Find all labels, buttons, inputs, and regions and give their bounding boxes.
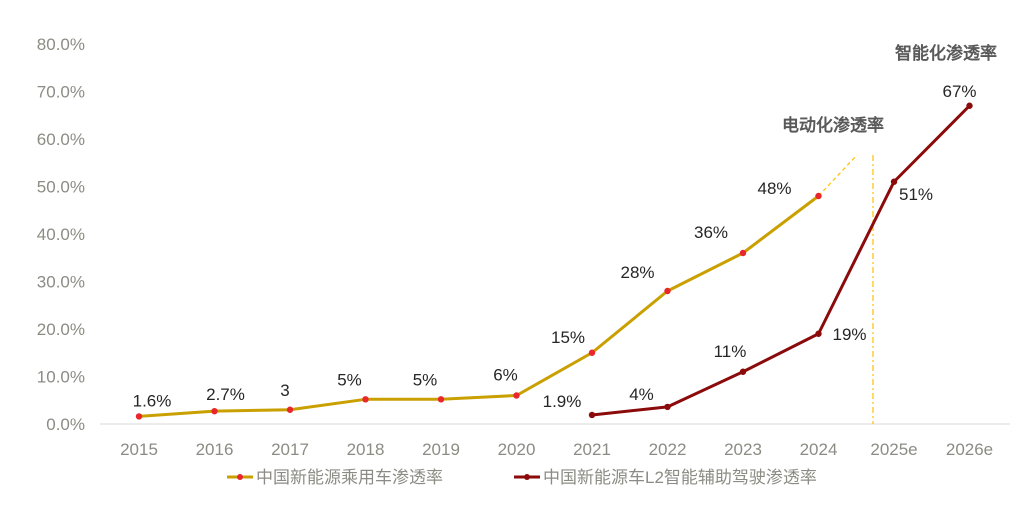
x-tick-label: 2021 <box>573 440 611 459</box>
data-point-0 <box>437 396 445 403</box>
data-label: 2.7% <box>206 385 245 404</box>
legend-label-nev: 中国新能源乘用车渗透率 <box>256 468 443 487</box>
x-tick-label: 2024 <box>800 440 838 459</box>
data-label: 1.6% <box>133 391 172 410</box>
data-point-0 <box>362 396 369 403</box>
x-tick-label: 2016 <box>196 440 234 459</box>
data-label: 36% <box>694 223 728 242</box>
legend-label-l2: 中国新能源车L2智能辅助驾驶渗透率 <box>543 468 817 487</box>
data-label: 5% <box>337 370 362 389</box>
series-line-1 <box>591 104 971 417</box>
annotation-electrification: 电动化渗透率 <box>782 115 884 135</box>
x-tick-label: 2025e <box>870 440 917 459</box>
data-label: 11% <box>714 342 747 361</box>
data-point-0 <box>739 249 747 257</box>
data-label: 67% <box>942 82 976 101</box>
annotation-intelligence: 智能化渗透率 <box>895 43 997 63</box>
series-line-0 <box>138 194 820 418</box>
y-tick-label: 40.0% <box>37 225 85 244</box>
data-label: 1.9% <box>543 392 582 411</box>
y-tick-label: 70.0% <box>37 83 85 102</box>
data-label: 28% <box>620 263 654 282</box>
legend-swatch-marker-l2 <box>524 474 530 480</box>
y-tick-label: 10.0% <box>37 368 85 387</box>
y-tick-label: 20.0% <box>37 320 85 339</box>
data-label: 6% <box>493 366 518 385</box>
x-tick-label: 2023 <box>724 440 762 459</box>
data-label: 5% <box>413 370 438 389</box>
data-point-1 <box>890 178 898 185</box>
data-point-1 <box>815 330 822 337</box>
data-label: 3 <box>280 381 289 400</box>
x-tick-label: 2022 <box>649 440 687 459</box>
x-tick-label: 2017 <box>271 440 309 459</box>
data-point-1 <box>664 403 671 411</box>
data-point-0 <box>135 413 143 420</box>
data-point-0 <box>286 406 294 413</box>
data-label: 48% <box>757 179 791 198</box>
projection-dashed-line <box>818 154 858 197</box>
y-tick-label: 50.0% <box>37 178 85 197</box>
y-tick-label: 0.0% <box>46 415 85 434</box>
x-tick-label: 2020 <box>498 440 536 459</box>
data-point-0 <box>815 192 822 200</box>
data-point-0 <box>588 349 596 356</box>
data-point-0 <box>211 407 218 415</box>
y-tick-label: 60.0% <box>37 130 85 149</box>
data-point-1 <box>739 368 747 375</box>
legend-swatch-marker-nev <box>237 474 243 480</box>
data-label: 19% <box>832 325 866 344</box>
data-label: 4% <box>629 385 654 404</box>
data-point-0 <box>664 287 671 295</box>
y-tick-label: 30.0% <box>37 273 85 292</box>
x-tick-label: 2018 <box>347 440 385 459</box>
x-tick-label: 2015 <box>120 440 158 459</box>
data-point-1 <box>588 411 596 419</box>
data-point-0 <box>513 392 520 399</box>
data-label: 15% <box>551 328 585 347</box>
x-tick-label: 2026e <box>946 440 993 459</box>
y-tick-label: 80.0% <box>37 35 85 54</box>
data-label: 51% <box>899 185 933 204</box>
legend: 中国新能源乘用车渗透率 中国新能源车L2智能辅助驾驶渗透率 <box>227 468 817 487</box>
data-point-1 <box>966 102 973 109</box>
x-tick-label: 2019 <box>422 440 460 459</box>
